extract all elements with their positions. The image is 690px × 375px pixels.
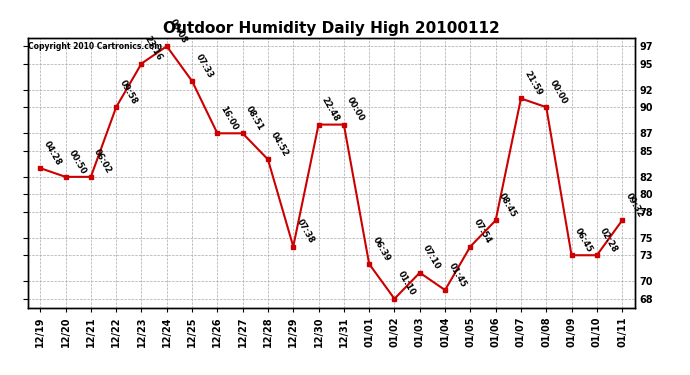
Text: 04:28: 04:28 — [41, 139, 63, 167]
Text: 09:32: 09:32 — [624, 192, 644, 219]
Text: Copyright 2010 Cartronics.com: Copyright 2010 Cartronics.com — [28, 42, 162, 51]
Text: 06:02: 06:02 — [92, 148, 113, 176]
Text: 22:48: 22:48 — [320, 96, 341, 123]
Text: 23:16: 23:16 — [143, 34, 164, 62]
Text: 07:54: 07:54 — [472, 217, 493, 245]
Text: 07:10: 07:10 — [421, 244, 442, 271]
Title: Outdoor Humidity Daily High 20100112: Outdoor Humidity Daily High 20100112 — [163, 21, 500, 36]
Text: 07:38: 07:38 — [295, 218, 315, 245]
Text: 07:33: 07:33 — [193, 53, 215, 80]
Text: 00:50: 00:50 — [67, 148, 88, 176]
Text: 16:00: 16:00 — [219, 104, 240, 132]
Text: 04:52: 04:52 — [269, 130, 290, 158]
Text: 09:58: 09:58 — [117, 78, 139, 106]
Text: 01:10: 01:10 — [396, 270, 417, 297]
Text: 21:59: 21:59 — [522, 69, 544, 97]
Text: 06:45: 06:45 — [573, 226, 594, 254]
Text: 01:45: 01:45 — [446, 261, 468, 289]
Text: 02:28: 02:28 — [598, 226, 620, 254]
Text: 00:00: 00:00 — [548, 78, 569, 106]
Text: 06:39: 06:39 — [371, 235, 392, 262]
Text: 08:45: 08:45 — [497, 192, 518, 219]
Text: 08:51: 08:51 — [244, 104, 265, 132]
Text: 00:00: 00:00 — [345, 96, 366, 123]
Text: 00:08: 00:08 — [168, 18, 189, 45]
